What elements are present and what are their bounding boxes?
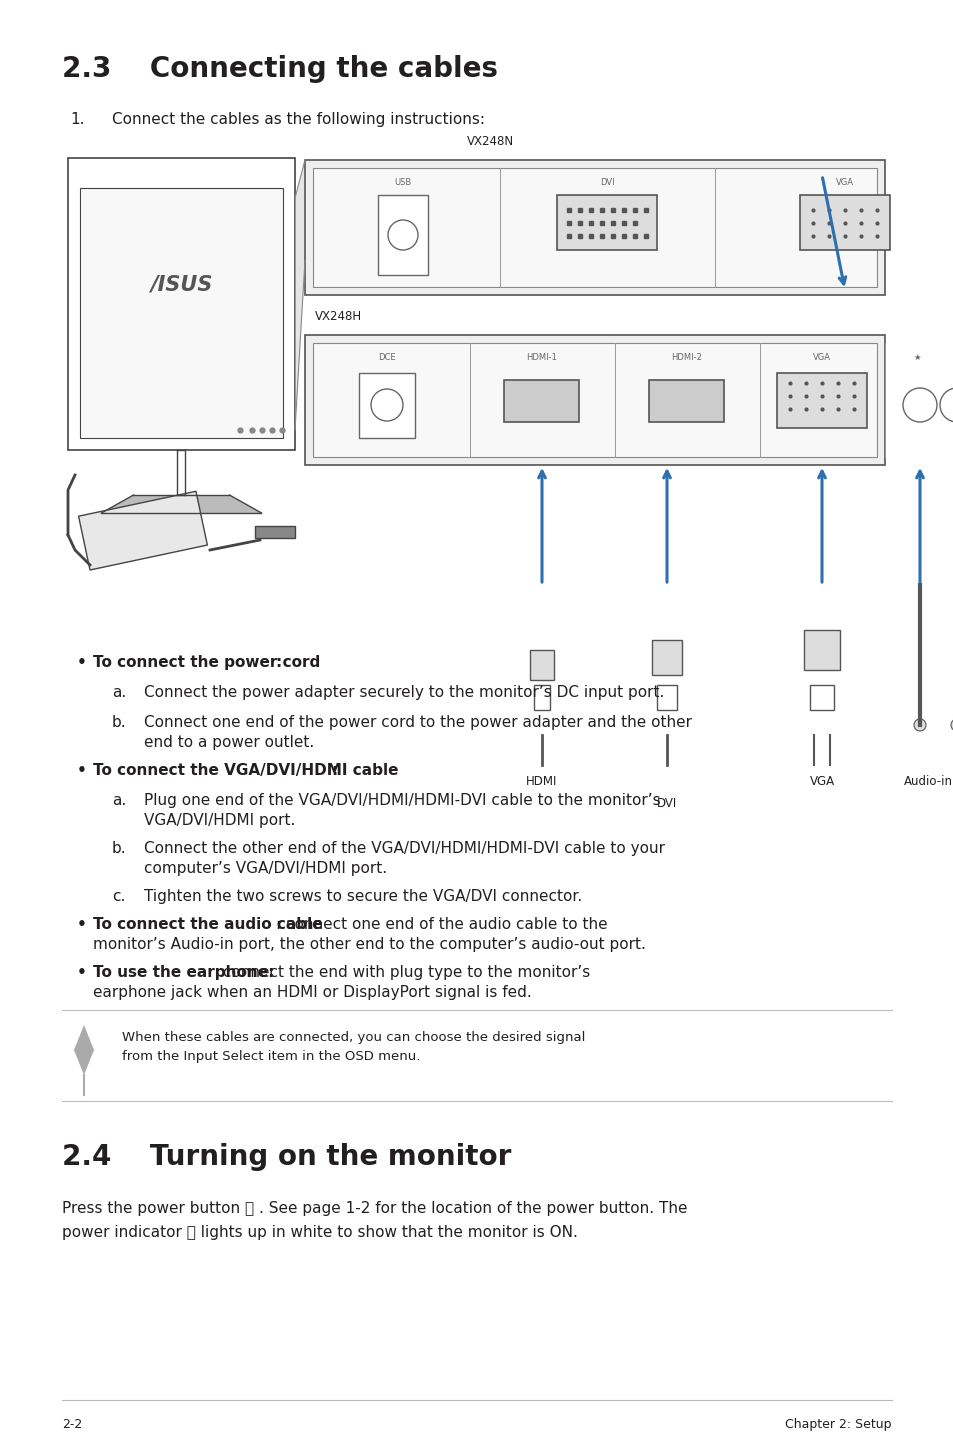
Circle shape: [939, 388, 953, 421]
Polygon shape: [74, 1025, 94, 1076]
Text: 2-2: 2-2: [62, 1418, 82, 1431]
Text: •: •: [77, 654, 87, 670]
Text: •: •: [77, 917, 87, 932]
Text: Audio-in: Audio-in: [902, 775, 951, 788]
Text: To use the earphone:: To use the earphone:: [92, 965, 274, 981]
Text: c.: c.: [112, 889, 125, 905]
Text: 1.: 1.: [70, 112, 85, 127]
Text: VGA/DVI/HDMI port.: VGA/DVI/HDMI port.: [144, 812, 295, 828]
Bar: [254, 526, 294, 538]
Text: monitor’s Audio-in port, the other end to the computer’s audio-out port.: monitor’s Audio-in port, the other end t…: [92, 938, 645, 952]
Text: a.: a.: [112, 684, 126, 700]
Bar: [649, 380, 723, 421]
Circle shape: [913, 719, 925, 731]
Bar: [68, 158, 294, 450]
Bar: [377, 196, 428, 275]
Text: VGA: VGA: [812, 352, 830, 362]
Text: VX248N: VX248N: [466, 135, 513, 148]
Text: Chapter 2: Setup: Chapter 2: Setup: [784, 1418, 891, 1431]
Bar: [534, 684, 550, 710]
Bar: [530, 650, 554, 680]
Text: To connect the audio cable: To connect the audio cable: [92, 917, 322, 932]
Text: b.: b.: [112, 715, 127, 731]
Text: Press the power button ⏻ . See page 1-2 for the location of the power button. Th: Press the power button ⏻ . See page 1-2 …: [62, 1201, 687, 1217]
Text: •: •: [77, 965, 87, 981]
Circle shape: [902, 388, 936, 421]
Text: VX248H: VX248H: [314, 311, 362, 324]
Text: DVI: DVI: [657, 797, 677, 810]
Text: To connect the VGA/DVI/HDMI cable: To connect the VGA/DVI/HDMI cable: [92, 764, 398, 778]
Bar: [803, 630, 840, 670]
Text: end to a power outlet.: end to a power outlet.: [144, 735, 314, 751]
Bar: [504, 380, 578, 421]
Text: USB: USB: [394, 178, 411, 187]
Text: power indicator ⏻ lights up in white to show that the monitor is ON.: power indicator ⏻ lights up in white to …: [62, 1225, 578, 1240]
Text: earphone jack when an HDMI or DisplayPort signal is fed.: earphone jack when an HDMI or DisplayPor…: [92, 985, 531, 999]
Bar: [651, 640, 681, 674]
Text: Tighten the two screws to secure the VGA/DVI connector.: Tighten the two screws to secure the VGA…: [144, 889, 581, 905]
Text: Connect the other end of the VGA/DVI/HDMI/HDMI-DVI cable to your: Connect the other end of the VGA/DVI/HDM…: [144, 841, 664, 856]
Bar: [313, 344, 876, 457]
Text: 2.3    Connecting the cables: 2.3 Connecting the cables: [62, 55, 497, 83]
Text: Connect the cables as the following instructions:: Connect the cables as the following inst…: [112, 112, 484, 127]
Text: DVI: DVI: [599, 178, 614, 187]
Circle shape: [388, 220, 417, 250]
Bar: [776, 372, 866, 429]
Text: connect the end with plug type to the monitor’s: connect the end with plug type to the mo…: [218, 965, 590, 981]
Bar: [78, 492, 207, 569]
Bar: [800, 196, 889, 250]
Text: HDMI-2: HDMI-2: [671, 352, 701, 362]
Text: 2.4    Turning on the monitor: 2.4 Turning on the monitor: [62, 1143, 511, 1171]
Text: a.: a.: [112, 792, 126, 808]
Bar: [557, 196, 657, 250]
Text: •: •: [77, 764, 87, 778]
Text: HDMI-1: HDMI-1: [526, 352, 557, 362]
Text: : connect one end of the audio cable to the: : connect one end of the audio cable to …: [275, 917, 607, 932]
Text: To connect the power cord: To connect the power cord: [92, 654, 320, 670]
Text: When these cables are connected, you can choose the desired signal: When these cables are connected, you can…: [122, 1031, 585, 1044]
Text: computer’s VGA/DVI/HDMI port.: computer’s VGA/DVI/HDMI port.: [144, 861, 387, 876]
Text: :: :: [331, 764, 337, 778]
Text: DCE: DCE: [377, 352, 395, 362]
Text: VGA: VGA: [808, 775, 834, 788]
Text: /ISUS: /ISUS: [151, 275, 213, 293]
Circle shape: [371, 390, 402, 421]
Bar: [313, 168, 876, 288]
Bar: [358, 372, 415, 439]
Polygon shape: [294, 160, 305, 430]
Bar: [657, 684, 677, 710]
Text: HDMI: HDMI: [526, 775, 558, 788]
Polygon shape: [101, 495, 261, 513]
Text: from the Input Select item in the OSD menu.: from the Input Select item in the OSD me…: [122, 1050, 420, 1063]
Bar: [305, 335, 884, 464]
Bar: [305, 160, 884, 295]
Bar: [809, 684, 833, 710]
Text: Connect the power adapter securely to the monitor’s DC input port.: Connect the power adapter securely to th…: [144, 684, 663, 700]
Text: VGA: VGA: [835, 178, 853, 187]
Text: :: :: [274, 654, 281, 670]
Bar: [80, 188, 283, 439]
Text: Connect one end of the power cord to the power adapter and the other: Connect one end of the power cord to the…: [144, 715, 691, 731]
Circle shape: [950, 719, 953, 731]
Text: ★: ★: [912, 352, 920, 362]
Text: Plug one end of the VGA/DVI/HDMI/HDMI-DVI cable to the monitor’s: Plug one end of the VGA/DVI/HDMI/HDMI-DV…: [144, 792, 659, 808]
Text: b.: b.: [112, 841, 127, 856]
